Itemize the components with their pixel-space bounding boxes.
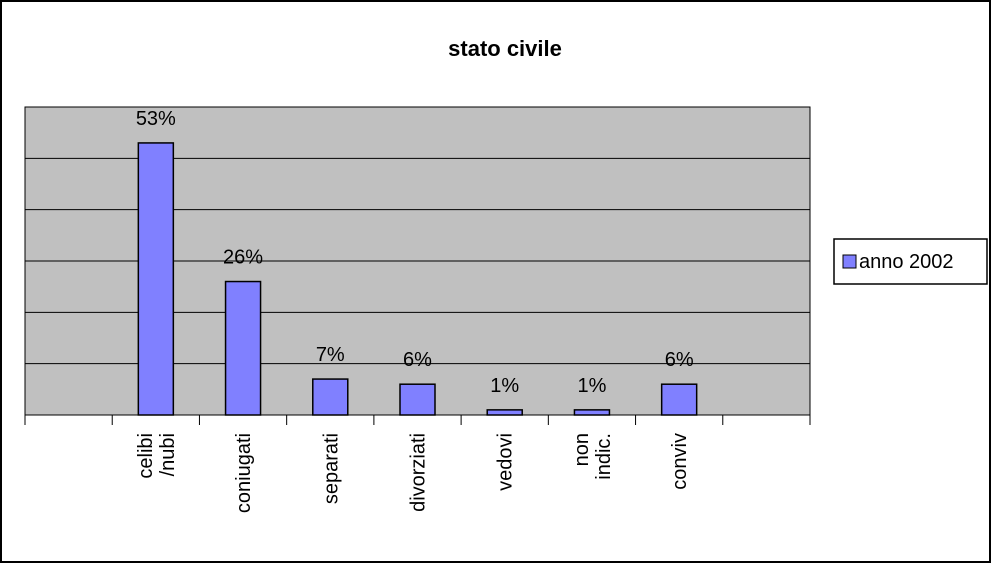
data-label: 1% [490, 375, 519, 397]
x-tick-label: conviv [669, 433, 691, 490]
data-label: 1% [577, 375, 606, 397]
x-tick-label: coniugati [233, 433, 255, 513]
bar [399, 383, 436, 416]
x-tick-label: /nubi [157, 433, 179, 476]
x-tick-label: non [571, 433, 593, 466]
bar [137, 142, 175, 416]
x-tick-label: divorziati [408, 433, 430, 512]
plot-area: 53% 26% 7% 6% 1% 1% 6% celibi/nubi coniugati sepa… [24, 106, 811, 513]
x-tick-label: vedovi [495, 433, 517, 491]
legend-label: anno 2002 [859, 251, 954, 273]
bar [486, 409, 523, 416]
x-tick-label: celibi [135, 433, 157, 479]
x-tick-label: separati [320, 433, 342, 504]
data-label: 53% [136, 108, 176, 130]
data-label: 6% [403, 349, 432, 371]
legend-box [833, 238, 988, 285]
data-label: 6% [665, 349, 694, 371]
bar [312, 378, 349, 416]
x-tick-label: indic. [593, 433, 615, 480]
legend: anno 2002 [833, 238, 988, 285]
bar [573, 409, 611, 416]
bar [660, 383, 698, 416]
data-label: 26% [223, 247, 263, 269]
bar [224, 280, 262, 416]
data-label: 7% [316, 344, 345, 366]
chart-title: stato civile [448, 36, 562, 61]
legend-swatch [842, 254, 857, 269]
